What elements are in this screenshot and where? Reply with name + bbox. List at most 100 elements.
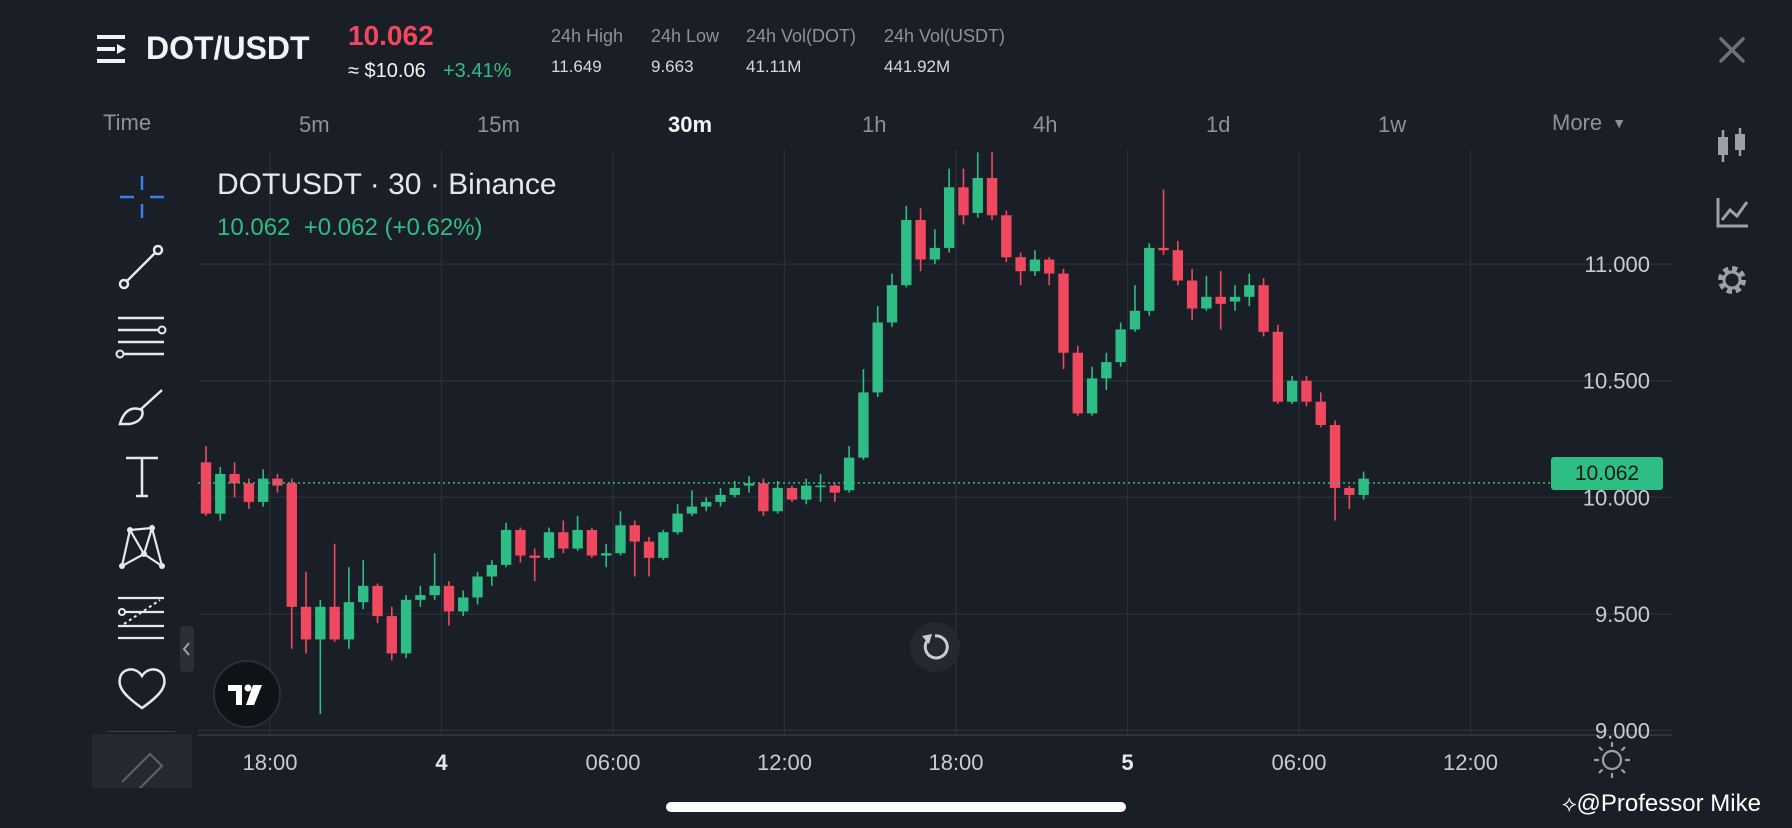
tab-5m[interactable]: 5m: [299, 112, 330, 137]
candle-body: [715, 494, 726, 502]
stat-value-vol-usdt: 441.92M: [884, 57, 951, 76]
candle-body: [772, 487, 783, 512]
candle: [529, 548, 540, 582]
binance-diamond-icon: ⟡: [1562, 791, 1577, 816]
tradingview-logo[interactable]: [213, 660, 281, 728]
crosshair-icon[interactable]: [112, 170, 172, 224]
candle-body: [701, 501, 712, 507]
candle-body: [1129, 310, 1141, 330]
tab-15m[interactable]: 15m: [477, 112, 520, 137]
candle: [743, 476, 755, 493]
trend-line-icon[interactable]: [112, 240, 172, 294]
candle: [943, 168, 955, 253]
chevron-left-icon: [182, 642, 190, 656]
y-tick-label: 9.000: [1595, 718, 1650, 743]
candle: [658, 529, 669, 561]
candle: [1086, 366, 1098, 416]
more-dropdown[interactable]: More ▼: [1552, 110, 1626, 136]
brightness-sun-icon[interactable]: [1590, 738, 1634, 782]
candle-body: [1058, 273, 1069, 353]
candle-body: [400, 599, 412, 654]
watermark: ⟡@Professor Mike: [1562, 790, 1761, 818]
candle-body: [972, 177, 983, 213]
pair-title[interactable]: DOT/USDT: [146, 30, 310, 66]
candle-body: [672, 513, 683, 533]
candle: [486, 560, 498, 586]
indicators-icon[interactable]: [1710, 190, 1754, 234]
reset-icon: [922, 634, 949, 660]
candle-body: [415, 595, 426, 600]
candle-body: [901, 219, 912, 286]
candle-body: [458, 597, 469, 612]
candle-body: [1186, 280, 1198, 309]
approx-usd-price: ≈ $10.06: [348, 60, 426, 82]
candle: [843, 445, 855, 493]
stat-label-vol-usdt: 24h Vol(USDT): [884, 26, 1006, 46]
candle-body: [1144, 247, 1155, 311]
tab-1w[interactable]: 1w: [1378, 112, 1407, 137]
candle-body: [1258, 285, 1269, 332]
candle-body: [1044, 259, 1055, 274]
candle-body: [286, 483, 297, 607]
stat-value-high: 11.649: [551, 57, 602, 76]
tab-1d[interactable]: 1d: [1206, 112, 1231, 137]
candle: [229, 462, 240, 498]
price-tag: 10.062: [1551, 457, 1663, 490]
settings-gear-icon[interactable]: [1710, 258, 1754, 302]
y-tick-label: 11.000: [1584, 252, 1650, 277]
candle: [386, 606, 397, 661]
candle-body: [1158, 247, 1169, 251]
chart-legend-values: 10.062 +0.062 (+0.62%): [217, 214, 483, 241]
candle: [600, 543, 612, 568]
candle: [701, 497, 712, 512]
tab-1h[interactable]: 1h: [862, 112, 887, 137]
candle: [1072, 345, 1083, 416]
candle-body: [1001, 215, 1012, 258]
stat-value-low: 9.663: [651, 57, 694, 76]
favorite-heart-icon[interactable]: [112, 660, 172, 714]
candle: [1286, 376, 1298, 405]
x-tick-label: 06:00: [1271, 750, 1326, 775]
tab-time[interactable]: Time: [103, 110, 152, 135]
tab-30m[interactable]: 30m: [668, 112, 713, 137]
candle: [1172, 240, 1184, 286]
candle-body: [500, 529, 512, 565]
candle-body: [472, 576, 483, 598]
candle-body: [1229, 296, 1241, 302]
candle-body: [1086, 378, 1098, 414]
tab-4h[interactable]: 4h: [1033, 112, 1058, 137]
candle-body: [358, 585, 369, 603]
close-icon[interactable]: [1712, 30, 1752, 70]
candle-body: [615, 525, 626, 554]
candle: [443, 581, 455, 626]
candle: [543, 527, 555, 561]
candle: [1186, 268, 1198, 321]
pattern-icon[interactable]: [112, 520, 172, 574]
candle-body: [1315, 401, 1326, 426]
x-tick-label: 12:00: [1443, 750, 1498, 775]
candlestick-type-icon[interactable]: [1710, 124, 1754, 168]
more-label: More: [1552, 110, 1603, 135]
ruler-tool[interactable]: [92, 734, 192, 795]
menu-icon[interactable]: [96, 32, 130, 66]
candle: [986, 152, 998, 220]
candle-body: [229, 473, 240, 484]
candle-body: [1272, 331, 1284, 402]
brush-icon[interactable]: [112, 380, 172, 434]
fib-levels-icon[interactable]: [112, 590, 172, 644]
candle: [257, 469, 269, 507]
x-tick-label: 4: [435, 750, 448, 775]
candle-body: [529, 555, 540, 558]
horizontal-lines-icon[interactable]: [112, 310, 172, 364]
text-tool-icon[interactable]: [112, 450, 172, 504]
candle: [1044, 257, 1055, 286]
candle-body: [272, 478, 283, 486]
candle-body: [929, 247, 941, 260]
collapse-toolbar-button[interactable]: [180, 626, 194, 672]
reset-chart-button[interactable]: [910, 622, 960, 672]
caret-down-icon: ▼: [1612, 115, 1627, 131]
candle: [1058, 268, 1069, 370]
candle-body: [658, 532, 669, 558]
candle: [300, 571, 312, 654]
